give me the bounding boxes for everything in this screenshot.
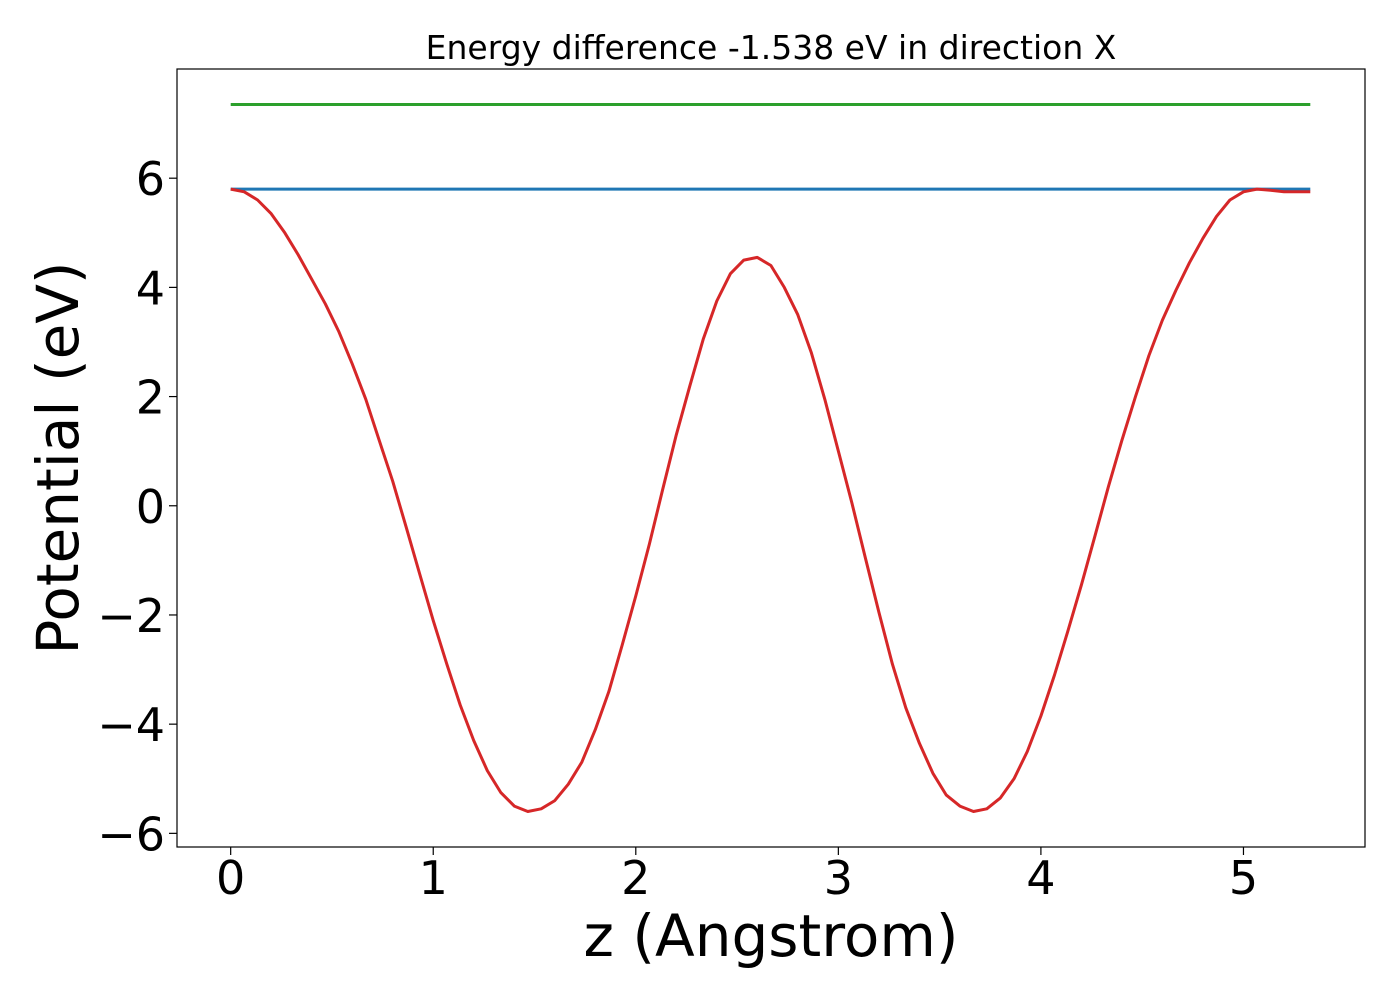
y-tick-label: −2 xyxy=(97,589,165,643)
x-tick-label: 2 xyxy=(621,851,650,905)
y-tick-label: 4 xyxy=(136,261,165,315)
x-tick-label: 0 xyxy=(216,851,245,905)
y-axis-ticks: −6 −4 −2 0 2 4 6 xyxy=(97,152,177,861)
y-axis-label: Potential (eV) xyxy=(24,261,92,654)
y-tick-label: 0 xyxy=(136,480,165,534)
plot-area: 0 1 2 3 4 5 −6 −4 −2 0 2 4 6 xyxy=(97,68,1366,905)
x-tick-label: 4 xyxy=(1026,851,1055,905)
x-tick-label: 1 xyxy=(419,851,448,905)
chart-title: Energy difference -1.538 eV in direction… xyxy=(426,28,1117,67)
x-axis-ticks: 0 1 2 3 4 5 xyxy=(216,847,1258,905)
plot-frame xyxy=(176,68,1366,848)
y-tick-label: −4 xyxy=(97,698,165,752)
x-axis-label: z (Angstrom) xyxy=(584,902,959,970)
y-tick-label: 2 xyxy=(136,371,165,425)
y-tick-label: −6 xyxy=(97,807,165,861)
x-tick-label: 3 xyxy=(824,851,853,905)
y-tick-label: 6 xyxy=(136,152,165,206)
x-tick-label: 5 xyxy=(1229,851,1258,905)
series-layer xyxy=(230,103,1311,813)
series-line-2 xyxy=(230,187,1311,813)
